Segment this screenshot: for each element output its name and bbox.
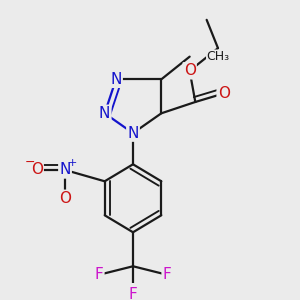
Text: N: N <box>99 106 110 121</box>
Text: F: F <box>94 267 103 282</box>
Text: F: F <box>163 267 171 282</box>
Text: N: N <box>127 126 139 141</box>
Text: −: − <box>24 156 35 170</box>
Text: N: N <box>59 163 71 178</box>
Text: O: O <box>59 191 71 206</box>
Text: N: N <box>110 72 122 87</box>
Text: +: + <box>68 158 77 168</box>
Text: O: O <box>184 63 196 78</box>
Text: O: O <box>218 86 230 101</box>
Text: CH₃: CH₃ <box>207 50 230 63</box>
Text: O: O <box>31 163 43 178</box>
Text: F: F <box>129 287 137 300</box>
